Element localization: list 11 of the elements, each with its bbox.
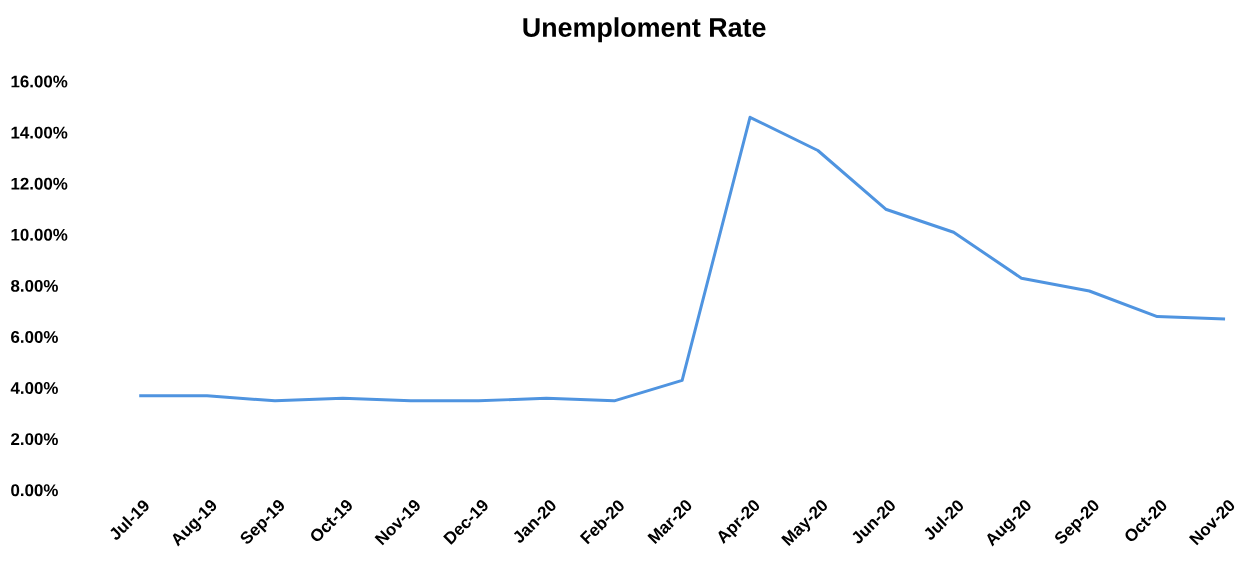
line-series: [137, 115, 1227, 403]
y-tick-label: 10.00%: [11, 228, 68, 241]
chart-title: Unemploment Rate: [523, 17, 766, 43]
y-tick-label: 6.00%: [11, 331, 58, 344]
y-tick-label: 4.00%: [10, 382, 58, 395]
y-tick-label: 16.00%: [11, 75, 68, 88]
y-tick-label: 2.00%: [11, 433, 58, 446]
y-tick-label: 8.00%: [11, 280, 58, 292]
y-tick-label: 0.00%: [11, 484, 58, 497]
y-tick-label: 14.00%: [11, 126, 68, 139]
y-tick-label: 12.00%: [11, 177, 68, 190]
